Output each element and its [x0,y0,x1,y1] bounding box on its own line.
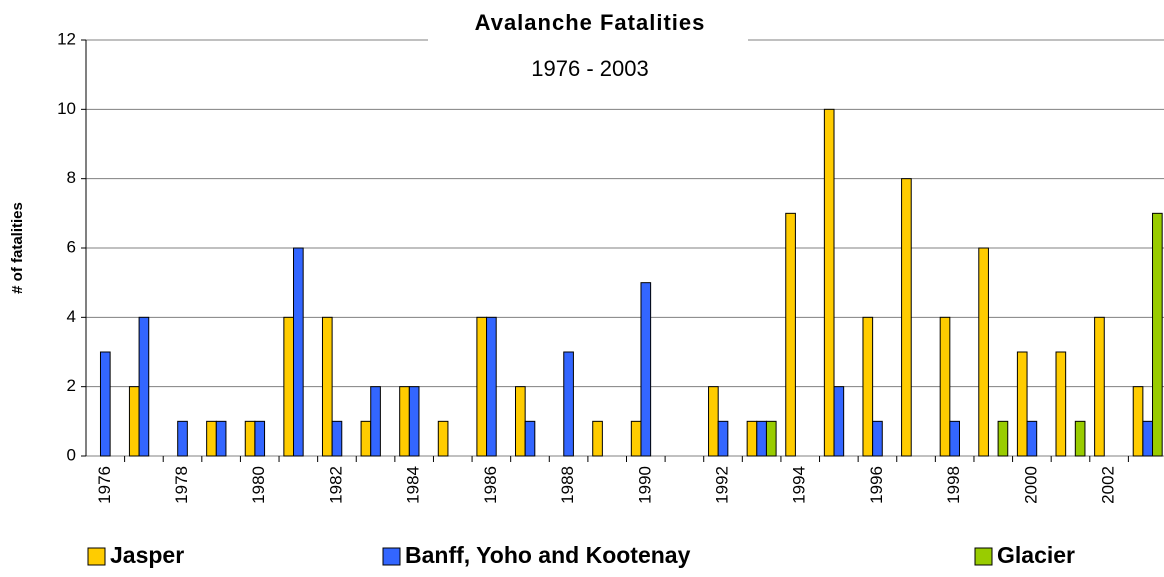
x-tick-label: 1990 [635,466,654,504]
x-tick-label: 1992 [713,466,732,504]
bar [1055,351,1067,457]
bar [1142,420,1154,457]
bar [746,420,758,457]
chart-title: Avalanche Fatalities [475,10,706,35]
bar [321,316,333,457]
bar [486,316,497,457]
bar [592,420,603,457]
x-tick-label: 1976 [95,466,114,504]
bar [862,316,874,457]
bar [1152,212,1163,457]
x-tick-label: 1982 [326,466,345,504]
bar [872,420,883,457]
bar [1094,316,1105,457]
bar [949,420,960,457]
bar [1074,420,1086,457]
legend-label: Jasper [110,542,184,568]
bar [785,212,796,457]
bar [138,316,150,457]
bar [756,420,767,457]
bar [360,420,372,457]
bar [717,420,729,457]
bar [215,420,227,457]
x-tick-label: 1980 [249,466,268,504]
x-tick-label: 2000 [1021,466,1040,504]
bar [978,247,989,457]
legend-swatch [87,547,106,566]
bar [331,420,343,457]
bar [823,108,835,457]
bar [1026,420,1038,457]
bar [640,282,652,457]
bar [939,316,951,457]
bar [244,420,256,457]
y-tick-label: 8 [67,168,76,187]
bar [437,420,449,457]
y-tick-label: 10 [57,99,76,118]
y-tick-label: 6 [67,237,76,256]
y-tick-label: 4 [67,307,76,326]
x-tick-label: 1986 [481,466,500,504]
bar [254,420,266,457]
bar [177,420,188,457]
x-tick-label: 1994 [790,466,809,504]
legend-swatch [382,547,401,566]
bar [630,420,642,457]
x-tick-label: 1978 [172,466,191,504]
bar [370,386,381,457]
bar [833,386,845,457]
bar [283,316,295,457]
x-tick-label: 1988 [558,466,577,504]
bar [99,351,111,457]
bar [563,351,574,457]
bar [293,247,304,457]
x-tick-label: 1998 [944,466,963,504]
bar [1016,351,1028,457]
bar [997,420,1009,457]
bar [206,420,217,457]
bar [1132,386,1144,457]
bar [901,178,912,457]
y-axis-label: # of fatalities [9,202,26,294]
x-tick-label: 1984 [404,466,423,504]
bar [524,420,536,457]
bar [476,316,488,457]
bar [128,386,140,457]
chart-subtitle: 1976 - 2003 [531,56,648,81]
bar [708,386,719,457]
bar [408,386,420,457]
title-background [428,24,748,56]
bar [399,386,410,457]
bar [515,386,526,457]
legend-swatch [974,547,993,566]
legend-label: Banff, Yoho and Kootenay [405,542,691,568]
y-tick-label: 2 [67,376,76,395]
y-tick-label: 0 [67,445,76,464]
y-tick-label: 12 [57,29,76,48]
legend-label: Glacier [997,542,1075,568]
bar [765,420,777,457]
x-tick-label: 1996 [867,466,886,504]
x-tick-label: 2002 [1099,466,1118,504]
